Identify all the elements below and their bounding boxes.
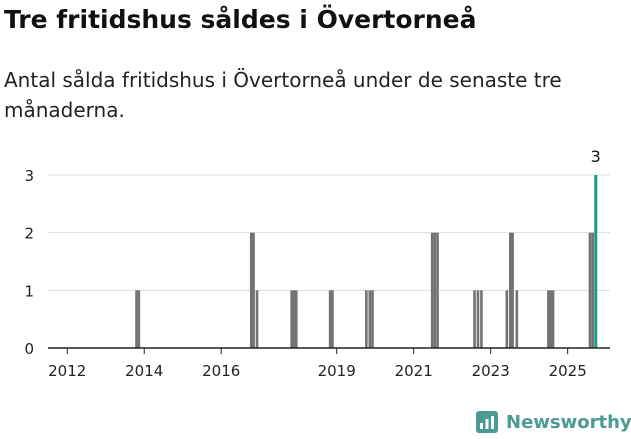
bar bbox=[368, 290, 372, 348]
axes: 0 1 2 3 3 2012 2014 2016 2019 2021 2023 2025 bbox=[24, 147, 610, 380]
bar bbox=[328, 290, 332, 348]
bar bbox=[436, 232, 439, 348]
bar bbox=[252, 232, 255, 348]
highlight-data-label: 3 bbox=[591, 147, 601, 166]
brand-name: Newsworthy bbox=[506, 411, 631, 433]
bar bbox=[588, 232, 592, 348]
y-tick-label: 2 bbox=[24, 225, 34, 243]
x-tick-label: 2012 bbox=[48, 362, 86, 380]
chart-title: Tre fritidshus såldes i Övertorneå bbox=[4, 5, 477, 34]
bar bbox=[255, 290, 259, 348]
x-tick-label: 2016 bbox=[202, 362, 240, 380]
bar bbox=[137, 290, 141, 348]
bars bbox=[135, 175, 598, 348]
bar bbox=[294, 290, 298, 348]
bar bbox=[549, 290, 553, 348]
y-tick-label: 0 bbox=[24, 340, 34, 358]
bar bbox=[331, 290, 334, 348]
bar bbox=[515, 290, 519, 348]
bar bbox=[371, 290, 374, 348]
bar bbox=[473, 290, 476, 348]
bar bbox=[511, 232, 514, 348]
y-tick-label: 3 bbox=[24, 167, 34, 185]
bar bbox=[547, 290, 550, 348]
bar bbox=[249, 232, 253, 348]
y-tick-label: 1 bbox=[24, 282, 34, 300]
highlight-bar bbox=[594, 175, 598, 348]
x-tick-label: 2014 bbox=[125, 362, 163, 380]
x-tick-label: 2023 bbox=[472, 362, 510, 380]
bar bbox=[290, 290, 293, 348]
newsworthy-logo-icon bbox=[476, 411, 498, 433]
x-tick-label: 2021 bbox=[395, 362, 433, 380]
bar bbox=[365, 290, 368, 348]
bar bbox=[292, 290, 296, 348]
x-tick-label: 2025 bbox=[549, 362, 587, 380]
bar bbox=[433, 232, 437, 348]
bar bbox=[480, 290, 483, 348]
x-tick-label: 2019 bbox=[318, 362, 356, 380]
bar bbox=[430, 232, 434, 348]
gridlines bbox=[48, 174, 610, 291]
bar bbox=[135, 290, 138, 348]
bar bbox=[591, 232, 594, 348]
bar bbox=[551, 290, 555, 348]
bar bbox=[505, 290, 509, 348]
newsworthy-brand[interactable]: Newsworthy bbox=[476, 408, 631, 436]
chart-subtitle: Antal sålda fritidshus i Övertorneå unde… bbox=[4, 68, 562, 122]
bar bbox=[476, 290, 480, 348]
bar bbox=[508, 232, 512, 348]
